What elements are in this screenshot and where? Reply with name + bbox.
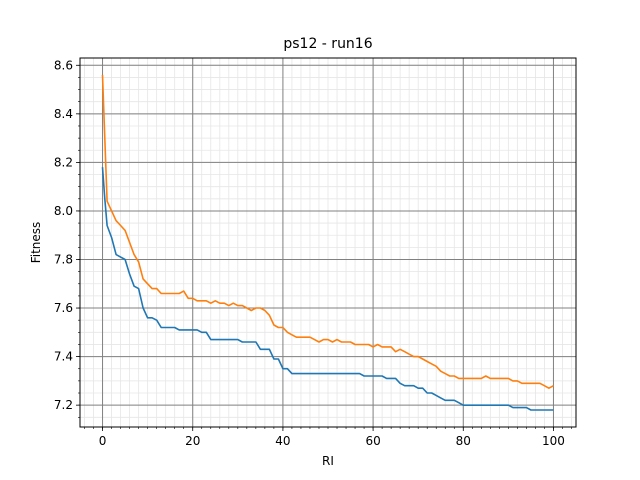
x-tick-label: 40 (275, 434, 290, 448)
series-layer (101, 74, 554, 411)
y-tick-label: 7.6 (54, 301, 73, 315)
y-tick-label: 7.2 (54, 398, 73, 412)
y-tick-label: 7.8 (54, 252, 73, 266)
y-tick-label: 8.0 (54, 204, 73, 218)
y-tick-label: 7.4 (54, 350, 73, 364)
axis-ticks: 0 20 40 60 80 100 7.2 7.4 7.6 7.8 8.0 8.2 8.4 8.6 (54, 58, 572, 448)
chart-title: ps12 - run16 (283, 36, 372, 52)
series-line-1 (101, 167, 554, 411)
x-tick-label: 80 (456, 434, 471, 448)
x-tick-label: 100 (542, 434, 565, 448)
y-tick-label: 8.6 (54, 58, 73, 72)
x-tick-label: 0 (99, 434, 107, 448)
x-tick-label: 20 (185, 434, 200, 448)
y-tick-label: 8.2 (54, 155, 73, 169)
x-axis-label: RI (322, 454, 334, 468)
series-line-2 (101, 74, 554, 390)
y-tick-label: 8.4 (54, 107, 73, 121)
y-axis-label: Fitness (29, 222, 43, 264)
x-tick-label: 60 (365, 434, 380, 448)
